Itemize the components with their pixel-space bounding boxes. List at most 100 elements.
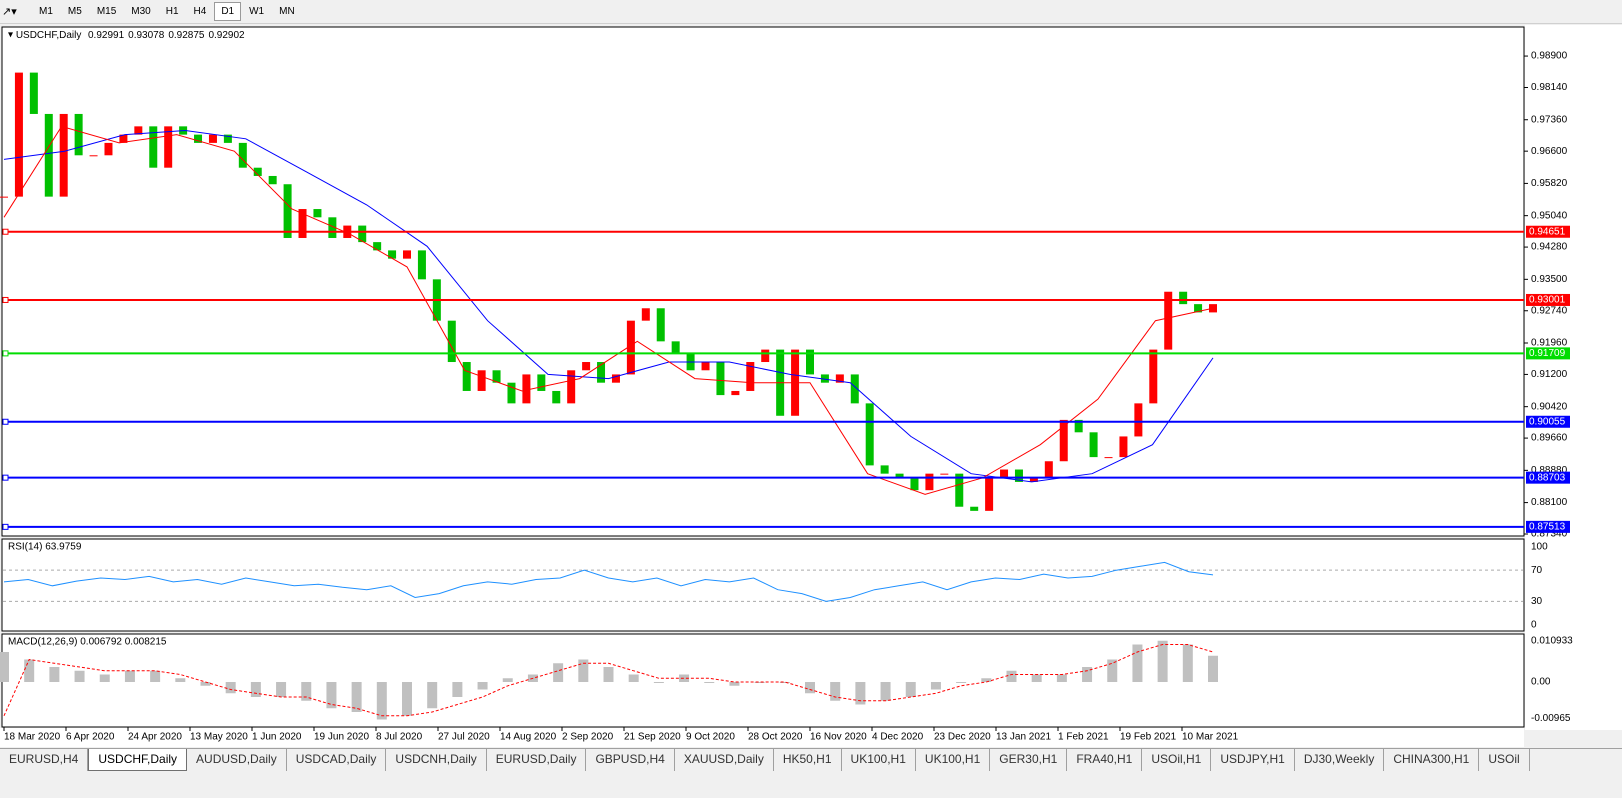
quote-value: 0.92902 (208, 30, 245, 41)
timeframe-button[interactable]: MN (279, 6, 295, 17)
macd-bar (704, 682, 715, 683)
macd-bar (427, 682, 438, 709)
candle-body (208, 134, 217, 143)
candle-body (611, 374, 620, 383)
macd-bar (376, 682, 387, 720)
chart-tab[interactable]: USOil,H1 (1142, 749, 1212, 771)
candle-body (925, 473, 934, 491)
candle-body (253, 167, 262, 176)
chart-tab[interactable]: EURUSD,Daily (487, 749, 587, 771)
price-tick-label: 0.98140 (1531, 82, 1568, 93)
quote-value: 0.93078 (128, 30, 165, 41)
candle-body (731, 390, 740, 396)
timeframe-button[interactable]: H1 (165, 6, 179, 17)
macd-bar (1031, 674, 1042, 682)
chart-tab[interactable]: UK100,H1 (842, 749, 916, 771)
macd-bar (477, 682, 488, 690)
price-tick-label: 0.98900 (1531, 51, 1568, 62)
candle-body (1029, 477, 1038, 482)
candle-body (806, 349, 814, 375)
chart-tab[interactable]: UK100,H1 (916, 749, 991, 771)
macd-bar (175, 678, 186, 682)
timeframe-button[interactable]: M5 (67, 6, 82, 17)
candle-body (134, 126, 143, 135)
quote-value: 0.92991 (88, 30, 125, 41)
chart-tab[interactable]: USDJPY,H1 (1211, 749, 1295, 771)
chart-tab[interactable]: HK50,H1 (774, 749, 842, 771)
macd-bar (628, 674, 639, 682)
macd-bar (150, 670, 161, 682)
price-tick-label: 0.88100 (1531, 497, 1568, 508)
tab-bar: EURUSD,H4 USDCHF,Daily AUDUSD,Daily USDCAD,… (0, 748, 1622, 771)
chart-quote: 0.92991 0.93078 0.92875 0.92902 (88, 30, 245, 41)
macd-bar (301, 682, 312, 701)
date-label: 14 Aug 2020 (500, 732, 557, 743)
macd-bar (452, 682, 463, 697)
level-label: 0.87513 (1529, 522, 1566, 533)
date-label: 18 Mar 2020 (4, 732, 61, 743)
macd-pane (1, 633, 1525, 728)
macd-bar (905, 682, 916, 697)
macd-bar (0, 652, 9, 682)
candle-body (671, 341, 680, 354)
timeframe-button[interactable]: H4 (193, 6, 207, 17)
rsi-tick-label: 30 (1531, 596, 1543, 607)
candle-body (238, 142, 247, 168)
price-axis (1525, 25, 1622, 730)
candle-body (1119, 436, 1128, 458)
candle-body (522, 374, 531, 404)
macd-bar (956, 682, 967, 683)
level-handle (2, 228, 9, 235)
rsi-tick-label: 0 (1531, 619, 1537, 630)
date-label: 16 Nov 2020 (810, 732, 867, 743)
price-tick-label: 0.93500 (1531, 274, 1568, 285)
chart-tab[interactable]: USDCAD,Daily (287, 749, 387, 771)
timeframe-button[interactable]: M1 (39, 6, 53, 17)
candle-body (268, 175, 277, 185)
candle-body (1000, 469, 1009, 478)
timeframe-button[interactable]: W1 (249, 6, 265, 17)
macd-bar (200, 682, 211, 686)
chart-tab[interactable]: CHINA300,H1 (1384, 749, 1480, 771)
rsi-line (3, 561, 1214, 602)
timeframe-button[interactable]: M15 (96, 6, 117, 17)
candle-body (1089, 432, 1098, 458)
candle-body (104, 142, 113, 156)
tool-icon[interactable]: ↗▾ (2, 6, 17, 18)
macd-bar (880, 682, 891, 701)
chart-tab[interactable]: GER30,H1 (990, 749, 1068, 771)
timeframe-button[interactable]: M30 (131, 6, 151, 17)
candle-body (1074, 419, 1083, 433)
chart-tab[interactable]: USDCHF,Daily (88, 749, 188, 771)
chart-tab[interactable]: FRA40,H1 (1067, 749, 1143, 771)
chart-tab[interactable]: EURUSD,H4 (0, 749, 89, 771)
macd-bar (99, 674, 110, 682)
time-axis (0, 728, 1524, 747)
chart-tab[interactable]: DJ30,Weekly (1295, 749, 1385, 771)
date-label: 13 May 2020 (190, 732, 248, 743)
candle-body (403, 250, 411, 259)
candle-body (820, 374, 829, 383)
price-tick-label: 0.89660 (1531, 433, 1568, 444)
candle-body (567, 370, 576, 404)
chart-tab[interactable]: USOil (1479, 749, 1530, 771)
quote-value: 0.92875 (168, 30, 205, 41)
candle-body (865, 403, 874, 466)
timeframe-button[interactable]: D1 (214, 2, 242, 21)
candle-body (746, 362, 755, 391)
ma-fast (3, 125, 1214, 495)
chart-tab[interactable]: AUDUSD,Daily (187, 749, 287, 771)
candle-body (328, 217, 337, 238)
date-label: 24 Apr 2020 (128, 732, 182, 743)
date-label: 2 Sep 2020 (562, 732, 614, 743)
chart-tab[interactable]: GBPUSD,H4 (586, 749, 675, 771)
candle-body (537, 374, 546, 391)
macd-bar (578, 659, 589, 682)
level-label-bg (1526, 520, 1570, 533)
candle-body (119, 134, 128, 143)
chart-tab[interactable]: USDCNH,Daily (386, 749, 487, 771)
candle-body (1179, 291, 1188, 305)
price-tick-label: 0.91960 (1531, 338, 1568, 349)
chart-tab[interactable]: XAUUSD,Daily (675, 749, 774, 771)
